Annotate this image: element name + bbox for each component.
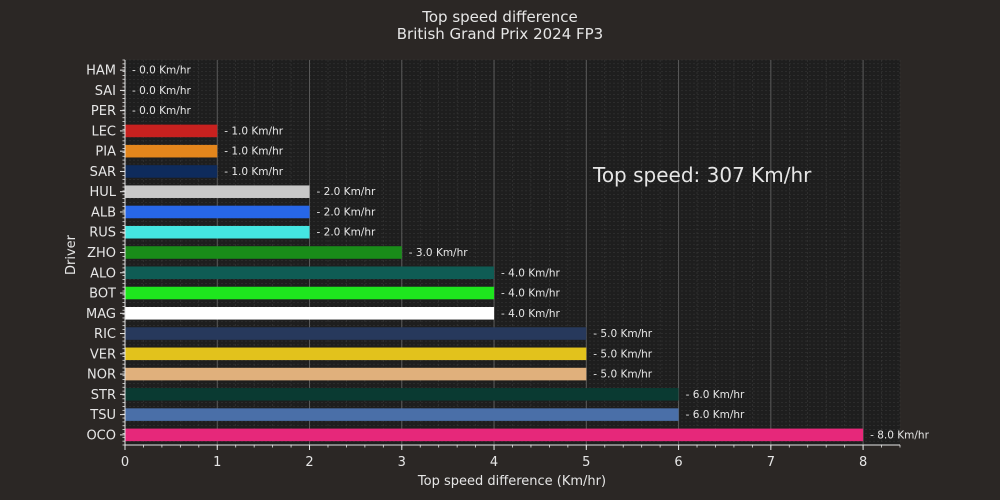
data-label: - 5.0 Km/hr	[593, 348, 652, 360]
y-axis-label: Driver	[64, 234, 79, 275]
bar-bot	[125, 286, 495, 300]
y-tick-label: STR	[91, 388, 116, 403]
bar-oco	[125, 428, 864, 442]
y-tick-label: BOT	[89, 287, 116, 302]
data-label: - 4.0 Km/hr	[501, 288, 560, 300]
data-label: - 4.0 Km/hr	[501, 308, 560, 320]
bar-rus	[125, 225, 310, 239]
data-label: - 1.0 Km/hr	[224, 166, 283, 178]
data-label: - 2.0 Km/hr	[317, 186, 376, 198]
y-tick-label: PER	[91, 104, 116, 119]
data-label: - 0.0 Km/hr	[132, 85, 191, 97]
x-tick-label: 7	[767, 455, 775, 470]
x-tick-label: 6	[674, 455, 682, 470]
bar-hul	[125, 185, 310, 198]
bar-str	[125, 388, 679, 401]
y-tick-label: OCO	[86, 428, 116, 443]
top-speed-annotation: Top speed: 307 Km/hr	[592, 163, 812, 187]
data-label: - 2.0 Km/hr	[317, 206, 376, 218]
y-tick-label: ZHO	[87, 246, 116, 261]
data-label: - 3.0 Km/hr	[409, 247, 468, 259]
x-tick-label: 8	[859, 455, 867, 470]
y-tick-label: SAI	[95, 84, 116, 99]
bar-mag	[125, 307, 495, 320]
y-tick-label: HAM	[86, 64, 116, 79]
data-label: - 0.0 Km/hr	[132, 105, 191, 117]
y-tick-label: LEC	[91, 124, 116, 139]
x-tick-label: 2	[305, 455, 313, 470]
data-label: - 6.0 Km/hr	[686, 409, 745, 421]
bar-ver	[125, 347, 587, 361]
x-tick-label: 1	[213, 455, 221, 470]
chart-title: Top speed difference	[421, 8, 577, 26]
y-tick-label: TSU	[89, 408, 116, 423]
bar-nor	[125, 367, 587, 381]
y-tick-label: HUL	[89, 185, 116, 200]
bar-pia	[125, 144, 218, 158]
bar-zho	[125, 246, 402, 259]
y-tick-label: RUS	[89, 226, 116, 241]
y-tick-label: ALO	[90, 266, 116, 281]
y-tick-label: PIA	[95, 145, 116, 160]
chart-subtitle: British Grand Prix 2024 FP3	[397, 25, 603, 43]
bar-sar	[125, 165, 218, 178]
data-label: - 1.0 Km/hr	[224, 146, 283, 158]
y-tick-label: RIC	[94, 327, 116, 342]
data-label: - 2.0 Km/hr	[317, 227, 376, 239]
y-tick-label: SAR	[90, 165, 116, 180]
data-label: - 1.0 Km/hr	[224, 125, 283, 137]
bar-tsu	[125, 408, 679, 421]
bar-lec	[125, 124, 218, 138]
data-label: - 5.0 Km/hr	[593, 369, 652, 381]
y-tick-label: ALB	[91, 205, 116, 220]
bar-ric	[125, 327, 587, 340]
bar-alo	[125, 266, 495, 280]
data-label: - 6.0 Km/hr	[686, 389, 745, 401]
y-tick-label: VER	[90, 347, 116, 362]
y-tick-label: MAG	[86, 307, 116, 322]
plot-area: 0 1 2 3 4 5 6 7 8 HAM - 0.0 Km/hr SAI - 0.0 Km/hr PER…	[86, 59, 930, 470]
x-tick-label: 4	[490, 455, 498, 470]
bar-alb	[125, 205, 310, 219]
data-label: - 0.0 Km/hr	[132, 65, 191, 77]
x-tick-label: 5	[582, 455, 590, 470]
x-axis-label: Top speed difference (Km/hr)	[417, 474, 606, 489]
data-label: - 5.0 Km/hr	[593, 328, 652, 340]
data-label: - 8.0 Km/hr	[870, 429, 929, 441]
x-tick-label: 3	[398, 455, 406, 470]
y-tick-label: NOR	[87, 368, 116, 383]
data-label: - 4.0 Km/hr	[501, 267, 560, 279]
x-tick-label: 0	[121, 455, 129, 470]
